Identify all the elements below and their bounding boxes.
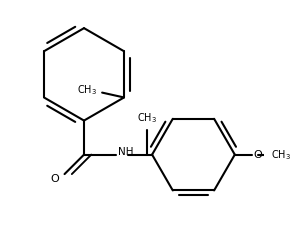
Text: NH: NH xyxy=(118,147,133,157)
Text: O: O xyxy=(253,150,262,160)
Text: CH$_3$: CH$_3$ xyxy=(271,148,291,162)
Text: CH$_3$: CH$_3$ xyxy=(77,83,97,97)
Text: O: O xyxy=(51,174,59,184)
Text: CH$_3$: CH$_3$ xyxy=(137,112,157,125)
